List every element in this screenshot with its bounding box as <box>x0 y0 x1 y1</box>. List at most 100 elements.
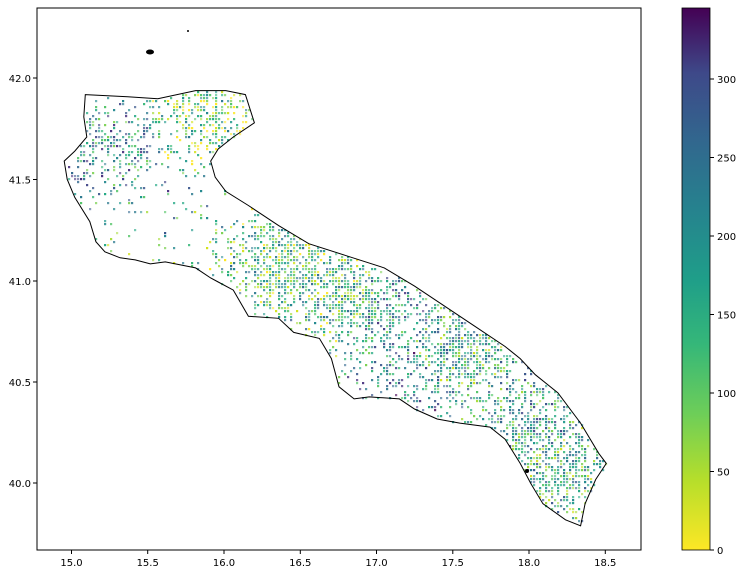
raster-pixel <box>533 391 536 394</box>
raster-pixel <box>464 421 467 424</box>
raster-pixel <box>212 142 215 145</box>
raster-pixel <box>479 340 482 343</box>
raster-pixel <box>191 109 194 112</box>
raster-pixel <box>152 259 155 262</box>
raster-pixel <box>245 121 248 124</box>
raster-pixel <box>389 361 392 364</box>
raster-pixel <box>248 109 251 112</box>
raster-pixel <box>119 163 122 166</box>
raster-pixel <box>206 130 209 133</box>
raster-pixel <box>545 385 548 388</box>
raster-pixel <box>263 289 266 292</box>
raster-pixel <box>134 157 137 160</box>
raster-pixel <box>137 169 140 172</box>
raster-pixel <box>182 100 185 103</box>
raster-pixel <box>188 124 191 127</box>
raster-pixel <box>323 250 326 253</box>
raster-pixel <box>326 283 329 286</box>
raster-pixel <box>557 460 560 463</box>
raster-pixel <box>458 322 461 325</box>
raster-pixel <box>287 310 290 313</box>
raster-pixel <box>563 463 566 466</box>
raster-pixel <box>296 259 299 262</box>
raster-pixel <box>470 409 473 412</box>
raster-pixel <box>335 295 338 298</box>
raster-pixel <box>338 301 341 304</box>
raster-pixel <box>371 313 374 316</box>
raster-pixel <box>233 136 236 139</box>
raster-pixel <box>149 127 152 130</box>
raster-pixel <box>560 505 563 508</box>
raster-pixels <box>68 91 608 523</box>
raster-pixel <box>356 286 359 289</box>
raster-pixel <box>413 391 416 394</box>
raster-pixel <box>581 511 584 514</box>
raster-pixel <box>365 295 368 298</box>
raster-pixel <box>485 355 488 358</box>
raster-pixel <box>122 103 125 106</box>
raster-pixel <box>416 367 419 370</box>
raster-pixel <box>320 325 323 328</box>
raster-pixel <box>350 271 353 274</box>
raster-pixel <box>260 280 263 283</box>
raster-pixel <box>434 373 437 376</box>
raster-pixel <box>149 100 152 103</box>
raster-pixel <box>323 301 326 304</box>
raster-pixel <box>530 469 533 472</box>
raster-pixel <box>422 310 425 313</box>
raster-pixel <box>143 118 146 121</box>
raster-pixel <box>476 391 479 394</box>
raster-pixel <box>530 427 533 430</box>
raster-pixel <box>215 103 218 106</box>
raster-pixel <box>557 448 560 451</box>
raster-pixel <box>92 157 95 160</box>
raster-pixel <box>74 175 77 178</box>
raster-pixel <box>326 286 329 289</box>
raster-pixel <box>392 283 395 286</box>
raster-pixel <box>77 157 80 160</box>
raster-pixel <box>506 355 509 358</box>
raster-pixel <box>530 391 533 394</box>
raster-pixel <box>320 259 323 262</box>
raster-pixel <box>215 253 218 256</box>
raster-pixel <box>371 298 374 301</box>
raster-pixel <box>212 133 215 136</box>
raster-pixel <box>257 277 260 280</box>
raster-pixel <box>215 106 218 109</box>
raster-pixel <box>86 142 89 145</box>
raster-pixel <box>413 328 416 331</box>
raster-pixel <box>95 100 98 103</box>
raster-pixel <box>503 430 506 433</box>
raster-pixel <box>176 217 179 220</box>
raster-pixel <box>302 286 305 289</box>
raster-pixel <box>257 286 260 289</box>
raster-pixel <box>185 175 188 178</box>
raster-pixel <box>413 352 416 355</box>
raster-pixel <box>530 436 533 439</box>
colorbar-tick-label: 250 <box>717 154 736 165</box>
raster-pixel <box>98 130 101 133</box>
raster-pixel <box>440 316 443 319</box>
raster-pixel <box>302 292 305 295</box>
raster-pixel <box>284 277 287 280</box>
raster-pixel <box>362 352 365 355</box>
raster-pixel <box>293 280 296 283</box>
x-axis: 15.0 15.5 16.0 16.5 17.0 17.5 18.0 18.5 <box>60 550 616 569</box>
raster-pixel <box>311 280 314 283</box>
raster-pixel <box>353 286 356 289</box>
raster-pixel <box>98 112 101 115</box>
raster-pixel <box>380 373 383 376</box>
raster-pixel <box>92 151 95 154</box>
raster-pixel <box>329 262 332 265</box>
raster-pixel <box>371 367 374 370</box>
raster-pixel <box>389 304 392 307</box>
raster-pixel <box>404 331 407 334</box>
raster-pixel <box>368 295 371 298</box>
raster-pixel <box>341 310 344 313</box>
raster-pixel <box>269 274 272 277</box>
raster-pixel <box>575 451 578 454</box>
raster-pixel <box>266 304 269 307</box>
raster-pixel <box>554 475 557 478</box>
raster-pixel <box>380 319 383 322</box>
raster-pixel <box>362 316 365 319</box>
